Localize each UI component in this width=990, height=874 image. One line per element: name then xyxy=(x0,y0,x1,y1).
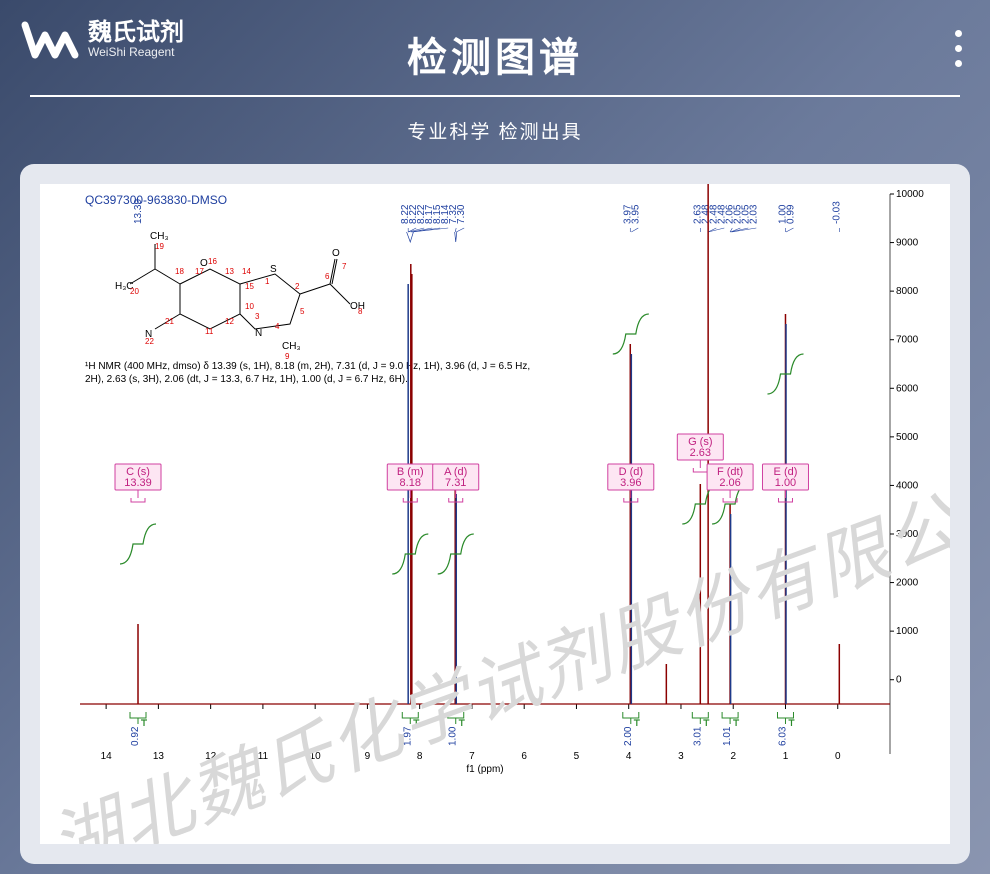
svg-text:7.31: 7.31 xyxy=(445,477,466,489)
svg-text:0.99: 0.99 xyxy=(785,204,796,224)
svg-text:6.03: 6.03 xyxy=(777,726,788,746)
svg-text:10: 10 xyxy=(310,751,322,762)
svg-text:3: 3 xyxy=(678,751,684,762)
nmr-sheet: 湖北魏氏化学试剂股份有限公司 QC397300-963830-DMSOCH₃H₃… xyxy=(40,184,950,844)
svg-text:9: 9 xyxy=(285,352,290,361)
svg-text:2H), 2.63 (s, 3H), 2.06 (dt, J: 2H), 2.63 (s, 3H), 2.06 (dt, J = 13.3, 6… xyxy=(85,374,408,385)
svg-text:3: 3 xyxy=(255,312,260,321)
svg-text:5000: 5000 xyxy=(896,432,919,443)
svg-text:N: N xyxy=(255,328,262,339)
svg-text:4000: 4000 xyxy=(896,480,919,491)
svg-text:2: 2 xyxy=(730,751,736,762)
svg-text:13.39: 13.39 xyxy=(124,477,152,489)
svg-text:5: 5 xyxy=(300,307,305,316)
svg-text:9000: 9000 xyxy=(896,238,919,249)
svg-text:O: O xyxy=(332,248,340,259)
svg-text:4: 4 xyxy=(275,322,280,331)
svg-text:8000: 8000 xyxy=(896,286,919,297)
svg-text:8: 8 xyxy=(358,307,363,316)
menu-dots-icon[interactable] xyxy=(955,30,962,67)
svg-text:13: 13 xyxy=(225,267,234,276)
svg-text:S: S xyxy=(270,264,277,275)
svg-text:CH₃: CH₃ xyxy=(150,231,169,242)
svg-text:14: 14 xyxy=(101,751,113,762)
svg-text:f1 (ppm): f1 (ppm) xyxy=(466,764,503,775)
svg-text:11: 11 xyxy=(205,327,214,336)
sample-id: QC397300-963830-DMSO xyxy=(85,193,227,207)
svg-text:11: 11 xyxy=(258,751,269,762)
svg-text:6: 6 xyxy=(325,272,330,281)
header-divider xyxy=(30,95,960,97)
svg-text:16: 16 xyxy=(208,257,217,266)
svg-text:1.00: 1.00 xyxy=(775,477,796,489)
svg-text:2.03: 2.03 xyxy=(748,204,759,224)
svg-text:1: 1 xyxy=(265,277,270,286)
logo-text-en: WeiShi Reagent xyxy=(88,45,184,59)
svg-text:2.63: 2.63 xyxy=(690,447,711,459)
svg-text:7000: 7000 xyxy=(896,335,919,346)
svg-text:6000: 6000 xyxy=(896,383,919,394)
svg-text:7.30: 7.30 xyxy=(456,204,467,224)
svg-text:17: 17 xyxy=(195,267,204,276)
svg-text:CH₃: CH₃ xyxy=(282,341,301,352)
logo-icon xyxy=(20,15,80,65)
svg-text:4: 4 xyxy=(626,751,632,762)
svg-text:0.92: 0.92 xyxy=(130,726,141,746)
svg-text:13.39: 13.39 xyxy=(133,199,144,224)
svg-text:8.18: 8.18 xyxy=(400,477,421,489)
svg-text:5: 5 xyxy=(574,751,580,762)
svg-text:21: 21 xyxy=(165,317,174,326)
svg-text:0: 0 xyxy=(896,675,902,686)
svg-text:2.06: 2.06 xyxy=(719,477,740,489)
svg-text:12: 12 xyxy=(205,751,217,762)
logo: 魏氏试剂 WeiShi Reagent xyxy=(20,15,184,65)
svg-text:3.96: 3.96 xyxy=(620,477,641,489)
svg-text:1.00: 1.00 xyxy=(448,726,459,746)
svg-text:8: 8 xyxy=(417,751,423,762)
svg-text:2: 2 xyxy=(295,282,300,291)
svg-text:18: 18 xyxy=(175,267,184,276)
svg-text:9: 9 xyxy=(365,751,371,762)
svg-text:6: 6 xyxy=(521,751,527,762)
svg-text:-0.03: -0.03 xyxy=(831,201,842,224)
logo-text-cn: 魏氏试剂 xyxy=(88,21,184,45)
svg-text:1.97: 1.97 xyxy=(402,726,413,746)
page-title: 检测图谱 xyxy=(407,25,583,83)
svg-text:12: 12 xyxy=(225,317,234,326)
svg-text:10: 10 xyxy=(245,302,254,311)
svg-text:19: 19 xyxy=(155,242,164,251)
nmr-spectrum: QC397300-963830-DMSOCH₃H₃COSONCH₃OHN1920… xyxy=(40,184,950,844)
svg-text:3000: 3000 xyxy=(896,529,919,540)
svg-text:3.01: 3.01 xyxy=(692,726,703,746)
svg-text:1000: 1000 xyxy=(896,626,919,637)
header: 魏氏试剂 WeiShi Reagent 检测图谱 xyxy=(0,0,990,95)
svg-text:7: 7 xyxy=(469,751,475,762)
svg-text:0: 0 xyxy=(835,751,841,762)
svg-text:10000: 10000 xyxy=(896,189,924,200)
page-subtitle: 专业科学 检测出具 xyxy=(0,117,990,144)
svg-text:15: 15 xyxy=(245,282,254,291)
svg-text:7: 7 xyxy=(342,262,347,271)
svg-text:1: 1 xyxy=(783,751,789,762)
svg-text:1.01: 1.01 xyxy=(722,726,733,746)
svg-text:14: 14 xyxy=(242,267,251,276)
svg-text:2.00: 2.00 xyxy=(623,726,634,746)
svg-text:13: 13 xyxy=(153,751,165,762)
svg-text:22: 22 xyxy=(145,337,154,346)
svg-text:2000: 2000 xyxy=(896,578,919,589)
svg-text:20: 20 xyxy=(130,287,139,296)
svg-text:3.95: 3.95 xyxy=(630,204,641,224)
svg-text:¹H NMR (400 MHz, dmso) δ 13.39: ¹H NMR (400 MHz, dmso) δ 13.39 (s, 1H), … xyxy=(85,361,530,372)
chart-card: 湖北魏氏化学试剂股份有限公司 QC397300-963830-DMSOCH₃H₃… xyxy=(20,164,970,864)
